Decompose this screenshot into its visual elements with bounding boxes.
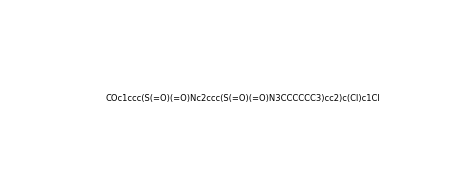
Text: COc1ccc(S(=O)(=O)Nc2ccc(S(=O)(=O)N3CCCCCC3)cc2)c(Cl)c1Cl: COc1ccc(S(=O)(=O)Nc2ccc(S(=O)(=O)N3CCCCC… <box>106 94 380 103</box>
